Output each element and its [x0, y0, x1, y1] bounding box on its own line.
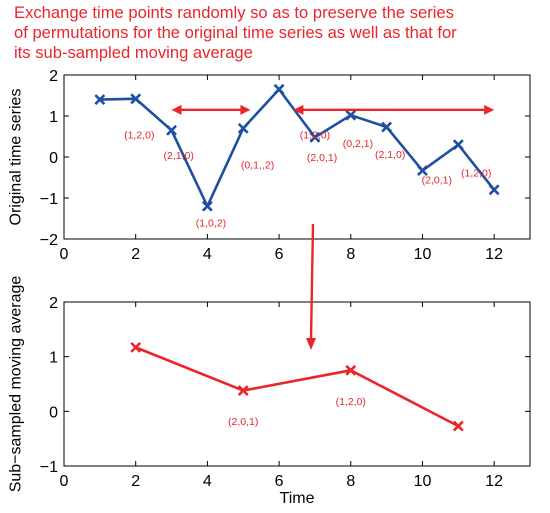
permutation-label: (2,0,1)	[422, 175, 452, 187]
permutation-label: (2,0,1)	[228, 416, 258, 428]
arrow-head	[293, 104, 304, 115]
x-tick-label: 0	[60, 473, 69, 490]
marker-stroke	[452, 139, 464, 151]
data-point-marker	[273, 83, 285, 95]
permutation-label: (1,2,0)	[124, 130, 154, 142]
y-tick-label: −2	[40, 232, 58, 249]
connector-arrow	[306, 223, 316, 350]
y-tick-label: 2	[49, 295, 58, 312]
marker-stroke	[452, 420, 464, 432]
caption-line: its sub-sampled moving average	[14, 43, 253, 62]
arrow-head	[240, 104, 251, 115]
permutation-label: (1,0,2)	[196, 218, 226, 230]
marker-stroke	[273, 83, 285, 95]
x-tick-label: 8	[346, 473, 355, 490]
y-tick-label: −1	[40, 191, 58, 208]
marker-stroke	[237, 385, 249, 396]
permutation-label: (1,2,0)	[336, 396, 366, 408]
double-arrow	[293, 104, 495, 115]
data-point-marker	[452, 420, 464, 432]
marker-stroke	[94, 94, 106, 106]
marker-stroke	[201, 200, 213, 212]
marker-stroke	[488, 184, 500, 196]
data-point-marker	[309, 131, 321, 143]
x-tick-label: 12	[485, 246, 503, 263]
data-point-marker	[452, 139, 464, 151]
marker-stroke	[309, 131, 321, 143]
permutation-label: (1,2,0)	[300, 130, 330, 142]
x-tick-label: 10	[414, 246, 432, 263]
x-tick-label: 4	[203, 246, 212, 263]
y-axis-label: Sub−sampled moving average	[8, 276, 25, 493]
data-point-marker	[130, 93, 142, 105]
permutation-label: (2,1,0)	[164, 150, 194, 162]
y-tick-label: 1	[49, 109, 58, 126]
arrow-head	[171, 104, 182, 115]
data-point-marker	[345, 109, 357, 121]
y-axis-label: Original time series	[8, 89, 25, 226]
y-tick-label: 0	[49, 404, 58, 421]
connector-head	[306, 338, 316, 350]
y-tick-label: 0	[49, 150, 58, 167]
data-point-marker	[488, 184, 500, 196]
caption-line: of permutations for the original time se…	[14, 23, 457, 42]
series-line	[135, 346, 459, 428]
x-tick-label: 0	[60, 246, 69, 263]
permutation-label: (0,2,1)	[343, 138, 373, 150]
x-tick-label: 8	[346, 246, 355, 263]
x-tick-label: 6	[275, 246, 284, 263]
data-point-marker	[345, 364, 357, 376]
marker-stroke	[417, 165, 428, 176]
x-tick-label: 2	[131, 246, 140, 263]
marker-stroke	[130, 341, 142, 353]
permutation-label: (2,0,1)	[307, 152, 337, 164]
data-point-marker	[417, 165, 428, 176]
data-point-marker	[166, 124, 177, 136]
marker-stroke	[345, 364, 357, 376]
y-tick-label: 1	[49, 350, 58, 367]
caption: Exchange time points randomly so as to p…	[14, 3, 534, 63]
data-point-marker	[201, 200, 213, 212]
series-line	[99, 88, 496, 208]
x-tick-label: 2	[131, 473, 140, 490]
y-tick-label: 2	[49, 68, 58, 85]
x-tick-label: 10	[414, 473, 432, 490]
double-arrow	[171, 104, 251, 115]
data-point-marker	[130, 341, 142, 353]
marker-stroke	[166, 124, 177, 136]
x-tick-label: 12	[485, 473, 503, 490]
data-point-marker	[237, 385, 249, 396]
y-tick-label: −1	[40, 459, 58, 476]
connector-shaft	[309, 223, 315, 341]
data-point-marker	[237, 122, 249, 134]
caption-line: Exchange time points randomly so as to p…	[14, 3, 454, 22]
arrow-head	[484, 104, 495, 115]
permutation-label: (2,1,0)	[375, 149, 405, 161]
marker-stroke	[381, 121, 393, 133]
data-point-marker	[381, 121, 393, 133]
axes-box	[63, 301, 531, 467]
x-tick-label: 6	[275, 473, 284, 490]
marker-stroke	[130, 93, 142, 105]
marker-stroke	[237, 122, 249, 134]
x-axis-label: Time	[280, 490, 315, 507]
data-point-marker	[94, 94, 106, 106]
x-tick-label: 4	[203, 473, 212, 490]
marker-stroke	[345, 109, 357, 121]
permutation-label: (1,2,0)	[461, 167, 491, 179]
permutation-label: (0,1,,2)	[241, 159, 274, 171]
